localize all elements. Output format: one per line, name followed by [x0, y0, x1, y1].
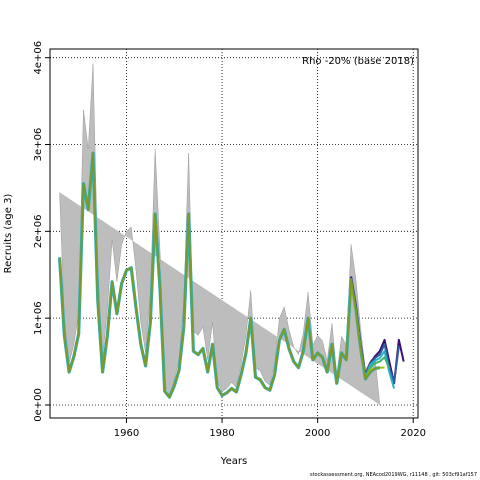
x-axis-label: Years: [220, 456, 247, 467]
x-tick-label: 2000: [305, 428, 330, 439]
rho-annotation: Rho -20% (base 2018): [302, 56, 414, 67]
y-tick-label: 0e+00: [33, 388, 44, 422]
plot-frame: [49, 48, 419, 419]
x-tick-label: 1960: [114, 428, 139, 439]
y-tick-label: 4e+06: [33, 41, 44, 75]
y-axis-label: Recruits (age 3): [3, 194, 14, 274]
confidence-band: [59, 63, 381, 405]
x-tick-label: 1980: [209, 428, 234, 439]
y-tick-label: 3e+06: [33, 128, 44, 162]
y-tick-label: 1e+06: [33, 301, 44, 335]
footer-source: stockassessment.org, NEAcod2019WG, r1114…: [309, 472, 477, 478]
estimate-line: [58, 152, 380, 399]
x-tick-label: 2020: [400, 428, 425, 439]
series-lines: [57, 151, 405, 399]
y-tick-label: 2e+06: [33, 215, 44, 249]
x-axis: 1960 1980 2000 2020: [114, 418, 426, 439]
y-axis: 0e+00 1e+06 2e+06 3e+06 4e+06: [33, 41, 50, 422]
